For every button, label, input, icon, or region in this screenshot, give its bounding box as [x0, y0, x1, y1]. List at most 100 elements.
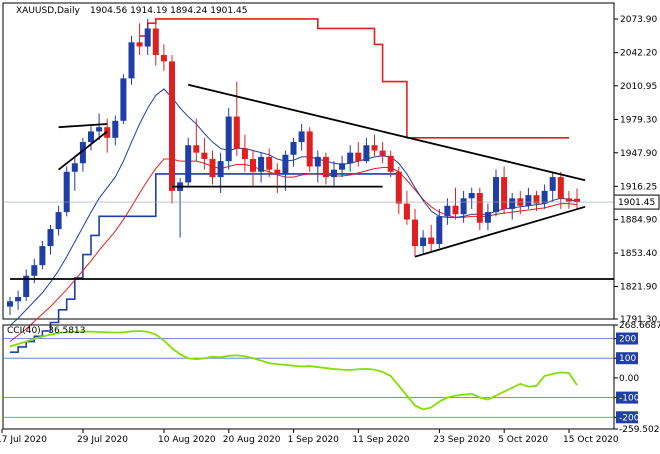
candle-body: [436, 216, 443, 244]
candle-body: [120, 78, 127, 121]
candle-body: [96, 127, 103, 132]
candle-body: [379, 150, 386, 156]
candle-body: [39, 246, 46, 266]
candle-body: [209, 159, 216, 178]
cci-line: [9, 330, 578, 411]
price-frame: [2, 2, 615, 320]
candle-body: [331, 169, 337, 178]
candle-body: [169, 61, 175, 191]
cci-label: CCI(40): [7, 326, 41, 336]
candle-body: [71, 163, 78, 172]
candle-body: [63, 171, 70, 213]
x-tick-label: 10 Aug 2020: [158, 435, 216, 445]
x-tick-label: 29 Jul 2020: [77, 435, 128, 445]
candle-body: [23, 275, 30, 298]
donchian-upper-line: [139, 18, 569, 139]
price-y-tick-label: 1947.90: [620, 149, 657, 159]
candle-body: [152, 28, 159, 56]
candle-body: [55, 212, 62, 230]
candle-body: [444, 205, 451, 217]
candle-body: [47, 229, 54, 247]
trendline: [58, 123, 108, 129]
candle-body: [160, 55, 167, 62]
candle-body: [420, 237, 427, 247]
candle-body: [403, 203, 410, 220]
price-y-tick-label: 2010.95: [620, 82, 657, 92]
candle-body: [347, 152, 354, 164]
candle-body: [484, 212, 491, 223]
price-y-tick-label: 1916.25: [620, 182, 657, 192]
candle-body: [7, 301, 13, 307]
x-tick-label: 17 Jul 2020: [0, 435, 47, 445]
cci-y-tick-label: -259.5024: [619, 425, 660, 435]
x-tick-label: 5 Oct 2020: [498, 435, 548, 445]
last-price-box: [613, 194, 660, 210]
candle-body: [15, 297, 22, 302]
price-y-tick-label: 2073.90: [620, 15, 657, 25]
price-y-tick-label: 1791.30: [620, 315, 657, 325]
x-tick-label: 1 Sep 2020: [288, 435, 340, 445]
price-panel: 2073.90 2042.20 2010.95 1979.30 1947.90 1916.…: [2, 2, 660, 354]
candle-body: [387, 155, 394, 172]
x-tick-label: 15 Oct 2020: [563, 435, 619, 445]
candle-body: [298, 131, 305, 143]
candle-body: [193, 145, 200, 153]
candle-body: [557, 177, 564, 199]
candle-body: [549, 177, 556, 191]
candle-body: [128, 42, 135, 79]
cci-y-tick-label: 200: [619, 335, 636, 345]
trendline: [187, 83, 586, 182]
candle-body: [541, 190, 548, 204]
trendline: [414, 205, 586, 258]
cci-value: -36.5813: [45, 326, 85, 336]
cci-y-tick-label: -200: [619, 413, 640, 423]
candle-body: [225, 116, 232, 162]
x-tick-label: 20 Aug 2020: [223, 435, 281, 445]
candle-body: [565, 198, 572, 202]
candle-body: [290, 142, 297, 155]
cci-level-box: [616, 332, 638, 345]
candle-body: [136, 42, 143, 47]
candle-body: [144, 28, 151, 47]
cci-level-box: [616, 411, 638, 424]
price-y-tick-label: 1884.90: [620, 216, 657, 226]
candle-body: [233, 116, 240, 149]
cci-y-tick-label: 100: [619, 354, 636, 364]
candle-body: [509, 198, 516, 209]
price-y-tick-label: 1979.30: [620, 115, 657, 125]
price-y-tick-label: 1821.90: [620, 283, 657, 293]
candle-body: [363, 145, 370, 162]
candle-body: [412, 219, 418, 247]
candle-body: [185, 145, 192, 183]
symbol-header: XAUUSD,Daily: [16, 6, 80, 16]
candle-body: [79, 142, 86, 164]
candle-body: [282, 154, 289, 174]
candle-body: [339, 163, 346, 170]
trendline: [58, 130, 108, 171]
ohlc-header: 1904.56 1914.19 1894.24 1901.45: [90, 6, 247, 16]
candle-body: [452, 205, 459, 215]
candle-body: [460, 198, 467, 215]
candle-body: [306, 131, 313, 167]
x-tick-label: 23 Sep 2020: [433, 435, 490, 445]
cci-frame: [2, 324, 615, 430]
candle-body: [501, 177, 508, 209]
cci-y-tick-label: -100: [619, 394, 640, 404]
candle-body: [428, 237, 435, 244]
candle-body: [493, 177, 499, 213]
candle-body: [525, 195, 532, 206]
candle-body: [241, 148, 248, 160]
candle-body: [355, 152, 362, 162]
price-y-tick-label: 2042.20: [620, 49, 657, 59]
candle-body: [266, 156, 273, 170]
price-y-tick-label: 1853.40: [620, 249, 657, 259]
cci-y-tick-label: 0.00: [619, 374, 639, 384]
candle-body: [322, 156, 329, 178]
candle-body: [371, 145, 378, 151]
candle-body: [395, 171, 402, 204]
candle-body: [258, 156, 265, 172]
cci-panel: 268.6687 200 100 0.00 -100 -200 -259.5024: [2, 321, 660, 435]
candle-body: [217, 161, 224, 178]
